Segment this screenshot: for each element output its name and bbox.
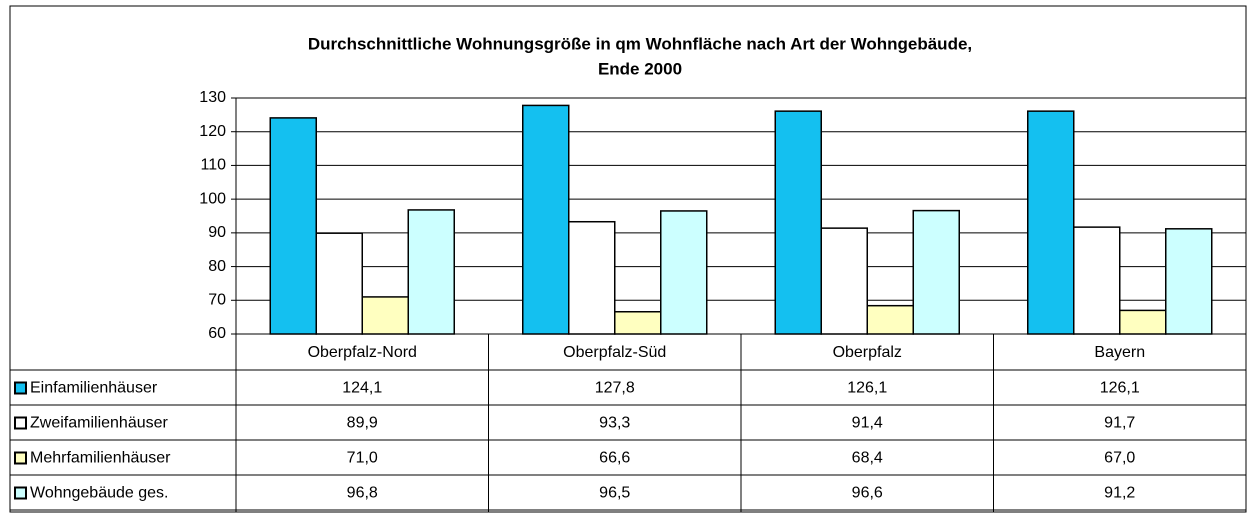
- chart-title: Durchschnittliche Wohnungsgröße in qm Wo…: [308, 34, 972, 53]
- table-value: 91,2: [1104, 485, 1135, 502]
- table-value: 68,4: [852, 450, 883, 467]
- y-tick-label: 80: [208, 258, 226, 275]
- bar: [660, 210, 708, 335]
- bar: [912, 209, 960, 335]
- y-tick-label: 100: [199, 190, 226, 207]
- table-value: 91,7: [1104, 415, 1135, 432]
- bar: [522, 104, 570, 335]
- legend-key: [14, 451, 27, 465]
- table-value: 126,1: [1100, 380, 1140, 397]
- x-tick-label: Oberpfalz: [833, 344, 902, 361]
- legend-key: [14, 416, 27, 430]
- bar: [361, 296, 409, 335]
- bar: [774, 110, 822, 335]
- table-value: 91,4: [852, 415, 883, 432]
- legend-label: Wohngebäude ges.: [30, 485, 168, 502]
- table-value: 127,8: [595, 380, 635, 397]
- bar: [1073, 226, 1121, 335]
- legend-key: [14, 486, 27, 500]
- table-value: 124,1: [342, 380, 382, 397]
- y-tick-label: 60: [208, 325, 226, 342]
- x-tick-label: Oberpfalz-Süd: [563, 344, 666, 361]
- chart-title: Ende 2000: [598, 59, 682, 78]
- legend-key: [14, 381, 27, 395]
- x-tick-label: Bayern: [1094, 344, 1145, 361]
- bar: [1119, 309, 1167, 335]
- bar: [614, 310, 662, 335]
- y-tick-label: 120: [199, 123, 226, 140]
- bar: [866, 304, 914, 335]
- y-tick-label: 110: [200, 157, 226, 174]
- y-tick-label: 130: [199, 89, 226, 106]
- table-value: 66,6: [599, 450, 630, 467]
- y-tick-label: 70: [208, 292, 226, 309]
- table-value: 89,9: [347, 415, 378, 432]
- table-value: 96,6: [852, 485, 883, 502]
- x-tick-label: Oberpfalz-Nord: [308, 344, 417, 361]
- legend-label: Zweifamilienhäuser: [30, 415, 169, 432]
- bar: [315, 232, 363, 335]
- bar: [1165, 228, 1213, 335]
- table-value: 67,0: [1104, 450, 1135, 467]
- table-value: 126,1: [847, 380, 887, 397]
- table-value: 96,5: [599, 485, 630, 502]
- bar: [820, 227, 868, 335]
- bar: [407, 209, 455, 335]
- table-value: 96,8: [347, 485, 378, 502]
- legend-label: Mehrfamilienhäuser: [30, 450, 171, 467]
- bar: [1027, 110, 1075, 335]
- legend-label: Einfamilienhäuser: [30, 380, 158, 397]
- bar: [269, 117, 317, 335]
- bar: [568, 220, 616, 335]
- y-tick-label: 90: [208, 224, 226, 241]
- table-value: 71,0: [347, 450, 378, 467]
- table-value: 93,3: [599, 415, 630, 432]
